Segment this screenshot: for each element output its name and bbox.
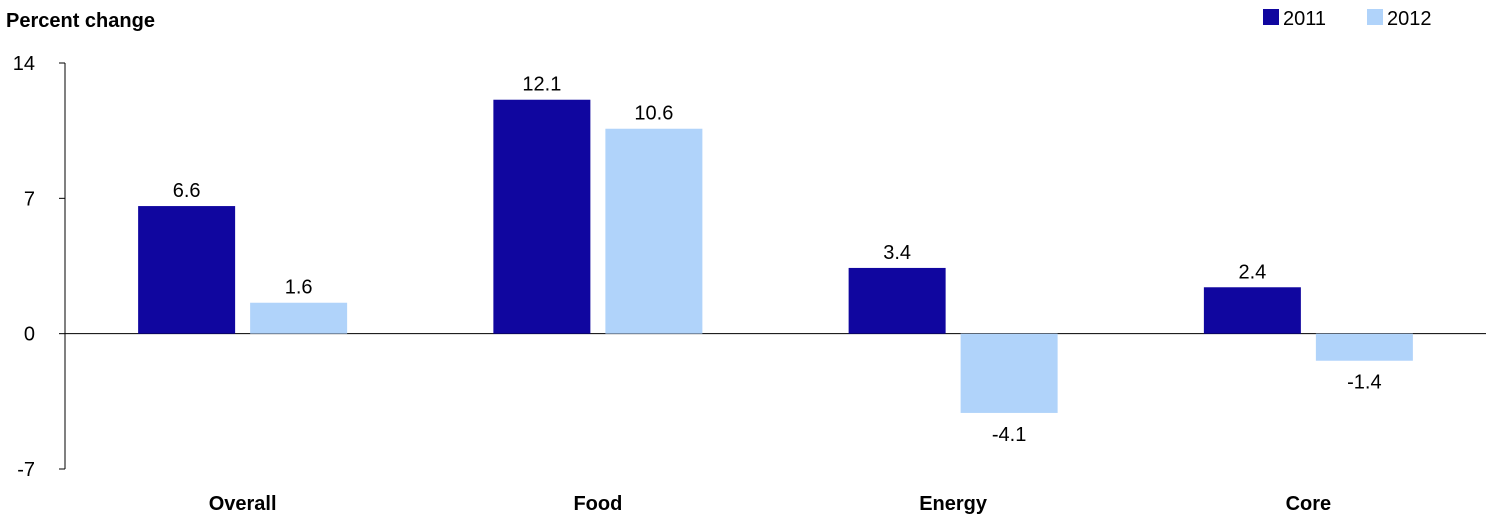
x-category-label: Core (1286, 493, 1332, 515)
bar-core-2012 (1315, 333, 1413, 361)
y-tick-label: 0 (24, 324, 35, 346)
y-tick-label: -7 (17, 459, 35, 481)
data-label: 12.1 (522, 74, 561, 96)
data-label: 1.6 (285, 277, 313, 299)
data-label: -1.4 (1347, 372, 1381, 394)
bar-core-2011 (1203, 287, 1301, 334)
data-label: 10.6 (634, 103, 673, 125)
data-label: 2.4 (1238, 261, 1266, 283)
legend-swatch-2012 (1367, 9, 1383, 25)
data-labels: 6.6 1.6 12.1 10.6 3.4 -4.1 2.4 -1.4 (173, 74, 1382, 446)
data-label: -4.1 (992, 424, 1026, 446)
x-category-label: Food (573, 493, 622, 515)
y-axis-label: Percent change (6, 10, 155, 32)
data-label: 3.4 (883, 242, 911, 264)
bar-energy-2011 (848, 267, 946, 334)
legend-label-2011: 2011 (1283, 8, 1326, 30)
y-tick-label: 14 (13, 53, 35, 75)
bar-food-2011 (493, 99, 591, 334)
x-category-label: Energy (919, 493, 988, 515)
x-category-label: Overall (209, 493, 277, 515)
bar-overall-2012 (250, 302, 348, 334)
bar-food-2012 (605, 128, 703, 334)
y-tick-label: 7 (24, 188, 35, 210)
data-label: 6.6 (173, 180, 201, 202)
legend: 2011 2012 (1263, 8, 1432, 30)
legend-label-2012: 2012 (1387, 8, 1432, 30)
bar-energy-2012 (960, 333, 1058, 413)
legend-swatch-2011 (1263, 9, 1279, 25)
bars (138, 99, 1413, 413)
bar-overall-2011 (138, 206, 236, 334)
